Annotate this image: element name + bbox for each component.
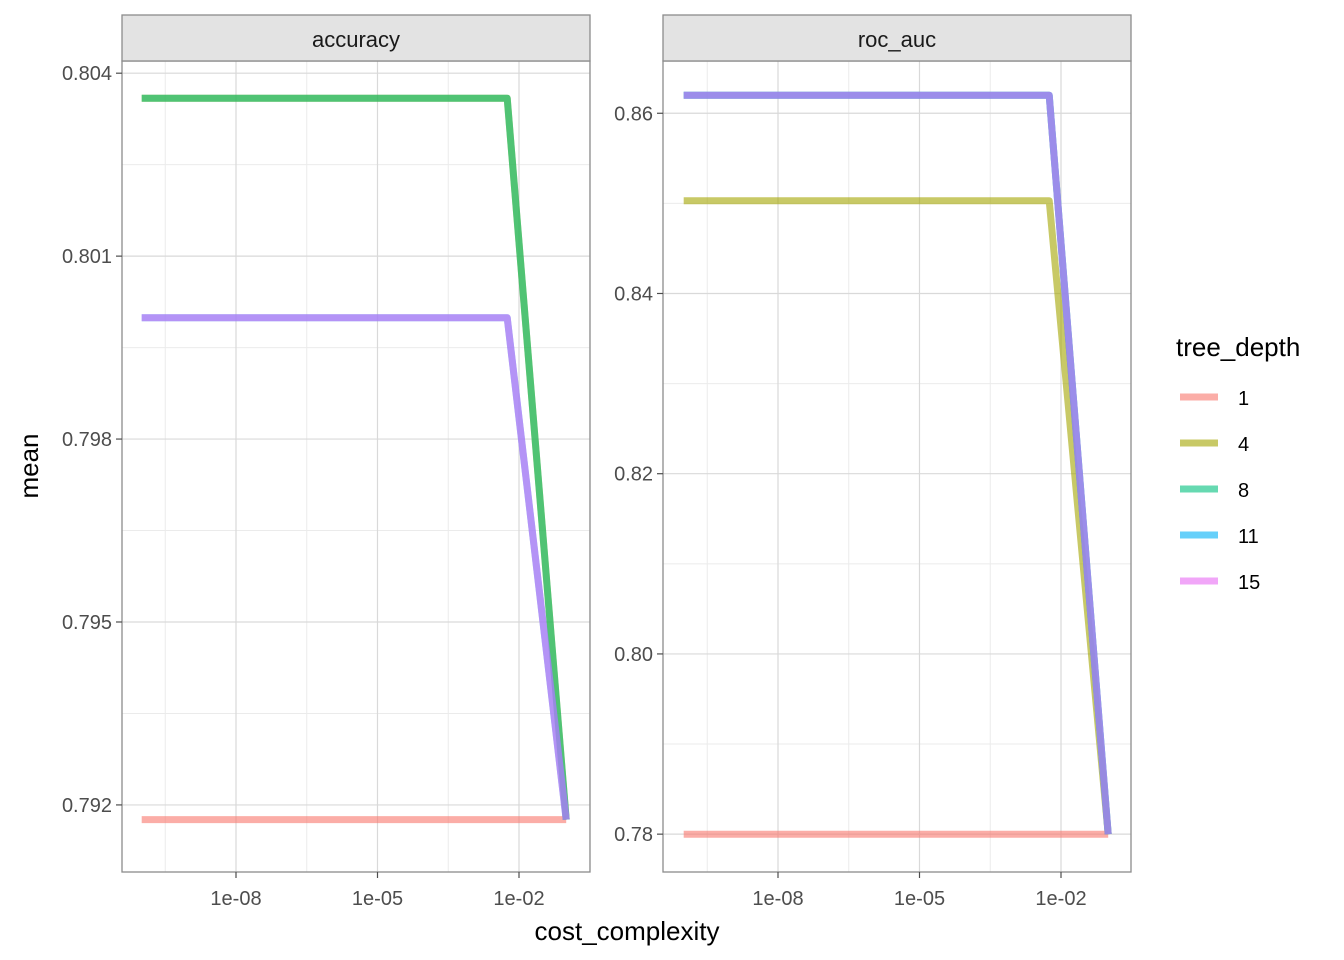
series-line-8 [141,94,570,820]
facet-strip [121,14,591,62]
facet-strip-label: roc_auc [858,27,936,52]
x-tick-label: 1e-05 [352,888,403,910]
legend: 1 4 8 11 15 [1180,388,1260,594]
series-line-15 [683,91,1112,835]
y-axis-title: mean [14,433,44,498]
panel-background [663,61,1131,872]
x-axis-title: cost_complexity [535,916,720,946]
y-tick-label: 0.792 [62,795,112,817]
legend-label-15: 15 [1238,572,1260,594]
panel-background [122,61,590,872]
x-tick-label: 1e-08 [210,888,261,910]
facet-strip-label: accuracy [312,27,400,52]
y-tick-label: 0.804 [62,63,112,85]
legend-label-11: 11 [1238,526,1259,548]
legend-title: tree_depth [1176,332,1300,362]
series-line-4 [683,197,1112,835]
y-tick-label: 0.795 [62,612,112,634]
y-tick-label: 0.798 [62,429,112,451]
facet-panel-accuracy: accuracy 0.792 0.795 0.798 0.801 0.804 1e-08 1e… [62,14,591,910]
legend-label-1: 1 [1238,388,1249,410]
y-tick-label: 0.84 [614,283,653,305]
y-tick-label: 0.801 [62,246,112,268]
x-tick-label: 1e-08 [752,888,803,910]
x-tick-label: 1e-02 [1035,888,1086,910]
facet-strip [662,14,1132,62]
x-tick-label: 1e-05 [894,888,945,910]
y-tick-label: 0.80 [614,644,653,666]
x-tick-label: 1e-02 [493,888,544,910]
legend-label-4: 4 [1238,434,1249,456]
y-tick-label: 0.78 [614,824,653,846]
facet-panel-roc_auc: roc_auc 0.78 0.80 0.82 0.84 0.86 1e-08 1e-05 1e-… [614,14,1132,910]
y-tick-label: 0.86 [614,103,653,125]
y-tick-label: 0.82 [614,464,653,486]
series-line-15 [141,314,570,821]
legend-label-8: 8 [1238,480,1249,502]
